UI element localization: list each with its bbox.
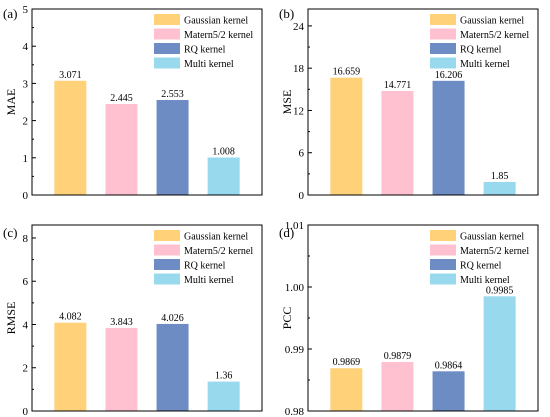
y-axis-label-2: RMSE xyxy=(4,302,18,335)
panel-label-2: (c) xyxy=(3,225,17,240)
y-tick-label-0-3: 3 xyxy=(23,78,29,90)
legend-swatch-1-2 xyxy=(430,43,456,54)
data-label-2-0: 4.082 xyxy=(59,312,82,323)
legend-label-3-0: Gaussian kernel xyxy=(460,232,524,243)
chart-panel-0: 3.071 2.445 2.553 1.008 0 1 2 3 4 5 MAE (a) Gaussian… xyxy=(3,4,263,202)
legend-label-1-3: Multi kernel xyxy=(460,59,510,70)
data-label-1-1: 14.771 xyxy=(384,80,412,91)
legend-label-0-3: Multi kernel xyxy=(184,59,234,70)
chart-panel-2: 4.082 3.843 4.026 1.36 0 2 4 6 8 RMSE (c) Gaussian … xyxy=(3,224,263,417)
data-label-1-3: 1.85 xyxy=(491,171,509,182)
bar-3-3 xyxy=(483,296,516,411)
data-label-0-0: 3.071 xyxy=(59,70,82,81)
legend-label-1-2: RQ kernel xyxy=(460,45,502,56)
y-tick-label-2-4: 8 xyxy=(23,233,29,245)
legend-label-2-0: Gaussian kernel xyxy=(184,232,248,243)
y-tick-label-0-0: 0 xyxy=(23,190,29,202)
data-label-3-0: 0.9869 xyxy=(333,357,361,368)
y-tick-label-0-4: 4 xyxy=(23,41,29,53)
y-tick-label-0-1: 1 xyxy=(23,153,29,165)
y-axis-label-1: MSE xyxy=(280,90,294,115)
axes-frame-1 xyxy=(307,8,539,196)
y-tick-label-0-2: 2 xyxy=(23,116,29,128)
legend-label-3-3: Multi kernel xyxy=(460,275,510,286)
y-tick-label-2-3: 6 xyxy=(23,276,29,288)
legend-swatch-3-2 xyxy=(430,259,456,270)
legend-label-3-2: RQ kernel xyxy=(460,261,502,272)
bar-1-0 xyxy=(330,77,363,195)
data-label-0-2: 2.553 xyxy=(161,89,184,100)
data-label-0-3: 1.008 xyxy=(212,147,235,158)
y-tick-label-2-2: 4 xyxy=(23,319,29,331)
y-tick-label-1-4: 24 xyxy=(293,21,305,33)
legend-label-2-2: RQ kernel xyxy=(184,261,226,272)
legend-label-1-0: Gaussian kernel xyxy=(460,16,524,27)
legend-swatch-2-0 xyxy=(154,230,180,241)
legend-swatch-1-0 xyxy=(430,14,456,25)
y-tick-label-3-2: 1.00 xyxy=(285,282,305,294)
data-label-2-2: 4.026 xyxy=(161,313,184,324)
legend-swatch-0-2 xyxy=(154,43,180,54)
legend-swatch-3-1 xyxy=(430,244,456,256)
bar-1-3 xyxy=(483,181,516,195)
y-tick-label-3-1: 0.99 xyxy=(285,344,305,356)
legend-label-2-1: Matern5/2 kernel xyxy=(184,246,253,257)
bar-0-1 xyxy=(105,104,138,195)
y-tick-label-1-2: 12 xyxy=(293,105,304,117)
y-tick-label-1-1: 6 xyxy=(299,148,305,160)
legend-label-0-0: Gaussian kernel xyxy=(184,16,248,27)
legend-label-1-1: Matern5/2 kernel xyxy=(460,30,529,41)
legend-swatch-2-2 xyxy=(154,259,180,270)
legend-swatch-2-3 xyxy=(154,273,180,285)
chart-panel-3: 0.9869 0.9879 0.9864 0.9985 0.98 0.99 1.00 1.01… xyxy=(279,220,539,417)
bar-3-2 xyxy=(432,371,465,411)
bar-2-0 xyxy=(54,322,87,411)
data-label-1-0: 16.659 xyxy=(333,67,361,78)
legend-swatch-2-1 xyxy=(154,244,180,256)
legend-swatch-0-1 xyxy=(154,28,180,40)
data-label-2-3: 1.36 xyxy=(215,371,233,382)
bar-1-1 xyxy=(381,90,414,195)
y-tick-label-3-3: 1.01 xyxy=(285,220,304,232)
data-label-3-1: 0.9879 xyxy=(384,351,412,362)
bar-1-2 xyxy=(432,80,465,195)
data-label-3-2: 0.9864 xyxy=(435,360,463,371)
y-tick-label-1-3: 18 xyxy=(293,63,305,75)
legend-swatch-1-3 xyxy=(430,57,456,69)
data-label-1-2: 16.206 xyxy=(435,70,463,81)
legend-swatch-0-0 xyxy=(154,14,180,25)
bar-2-1 xyxy=(105,327,138,411)
panel-label-1: (b) xyxy=(279,6,294,21)
bar-0-2 xyxy=(156,100,189,195)
panel-label-3: (d) xyxy=(279,225,294,240)
legend-swatch-3-0 xyxy=(430,230,456,241)
y-tick-label-3-0: 0.98 xyxy=(285,406,305,417)
axes-frame-2 xyxy=(31,224,263,412)
data-label-2-1: 3.843 xyxy=(110,317,133,328)
bar-2-2 xyxy=(156,323,189,411)
y-tick-label-0-5: 5 xyxy=(23,4,29,16)
y-tick-label-2-0: 0 xyxy=(23,406,29,417)
y-axis-label-3: PCC xyxy=(280,307,294,330)
bar-2-3 xyxy=(207,381,240,411)
legend-label-3-1: Matern5/2 kernel xyxy=(460,246,529,257)
bar-0-3 xyxy=(207,157,240,195)
legend-swatch-3-3 xyxy=(430,273,456,285)
bar-3-0 xyxy=(330,368,363,411)
y-axis-label-0: MAE xyxy=(4,89,18,116)
legend-swatch-1-1 xyxy=(430,28,456,40)
chart-panel-1: 16.659 14.771 16.206 1.85 0 6 12 18 24 MSE (b) Gaus… xyxy=(279,6,539,202)
data-label-3-3: 0.9985 xyxy=(486,285,514,296)
y-tick-label-1-0: 0 xyxy=(299,190,305,202)
legend-label-2-3: Multi kernel xyxy=(184,275,234,286)
bar-0-0 xyxy=(54,80,87,195)
bar-3-1 xyxy=(381,362,414,411)
y-tick-label-2-1: 2 xyxy=(23,363,29,375)
legend-label-0-2: RQ kernel xyxy=(184,45,226,56)
panel-label-0: (a) xyxy=(3,6,17,21)
legend-swatch-0-3 xyxy=(154,57,180,69)
data-label-0-1: 2.445 xyxy=(110,93,133,104)
legend-label-0-1: Matern5/2 kernel xyxy=(184,30,253,41)
